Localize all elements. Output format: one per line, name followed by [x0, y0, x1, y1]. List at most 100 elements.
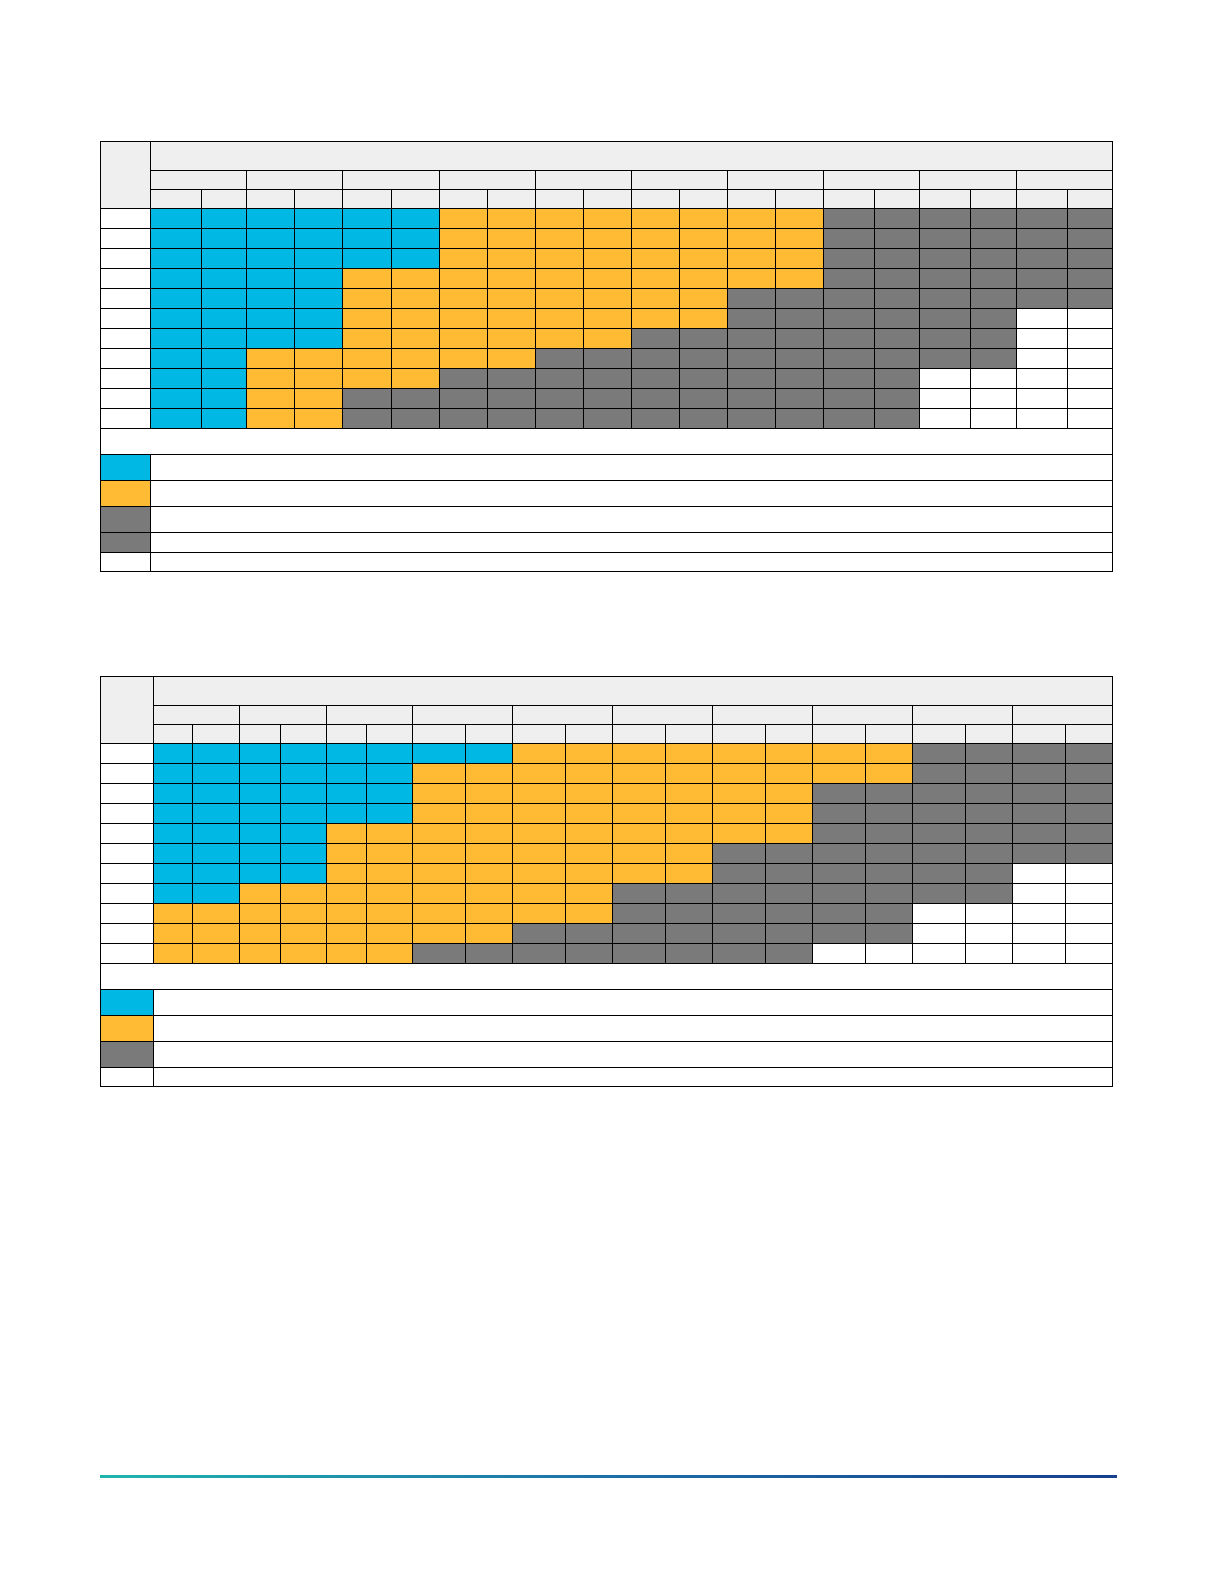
column-subheader-cell — [201, 189, 248, 209]
color-cell — [326, 743, 367, 764]
color-cell — [342, 388, 392, 409]
color-cell — [438, 408, 488, 429]
color-cell — [912, 763, 966, 784]
color-cell — [775, 228, 825, 249]
color-cell — [665, 743, 713, 764]
color-cell — [865, 863, 913, 884]
color-cell — [486, 208, 536, 229]
row-label-cell — [99, 388, 152, 409]
color-cell — [342, 208, 392, 229]
color-cell — [534, 288, 584, 309]
color-cell — [366, 743, 413, 764]
color-cell — [678, 208, 729, 229]
color-cell — [412, 883, 466, 904]
color-cell — [919, 388, 972, 409]
column-group-header-cell — [630, 170, 729, 190]
color-cell — [239, 903, 281, 924]
color-cell — [865, 783, 913, 804]
legend-swatch — [99, 506, 152, 533]
color-cell — [192, 943, 240, 964]
legend-text-cell — [152, 1041, 1114, 1068]
column-group-header-cell — [612, 705, 713, 725]
column-group-header-cell — [812, 705, 913, 725]
color-cell — [326, 863, 367, 884]
color-cell — [965, 823, 1013, 844]
column-subheader-cell — [246, 189, 296, 209]
color-cell — [582, 308, 632, 329]
color-cell — [534, 348, 584, 369]
color-cell — [465, 883, 513, 904]
color-cell — [153, 803, 193, 824]
row-label-cell — [100, 883, 154, 904]
color-cell — [865, 883, 913, 904]
column-subheader-cell — [565, 724, 613, 744]
color-cell — [1066, 228, 1114, 249]
legend-title-cell — [100, 428, 1113, 455]
color-cell — [765, 803, 813, 824]
color-cell — [438, 328, 488, 349]
color-cell — [390, 228, 440, 249]
color-cell — [727, 388, 777, 409]
color-cell — [912, 743, 966, 764]
color-cell — [246, 208, 296, 229]
color-cell — [465, 743, 513, 764]
color-cell — [1012, 883, 1066, 904]
color-cell — [965, 783, 1013, 804]
color-cell — [366, 863, 413, 884]
color-cell — [775, 248, 825, 269]
column-subheader-cell — [912, 724, 966, 744]
column-subheader-cell — [512, 724, 566, 744]
color-cell — [512, 863, 566, 884]
color-cell — [201, 408, 248, 429]
column-subheader-cell — [678, 189, 729, 209]
row-label-cell — [100, 903, 154, 924]
color-cell — [775, 348, 825, 369]
column-subheader-cell — [665, 724, 713, 744]
color-cell — [912, 803, 966, 824]
color-cell — [919, 408, 972, 429]
table-row — [99, 268, 1114, 289]
color-cell — [192, 923, 240, 944]
color-cell — [465, 803, 513, 824]
color-cell — [280, 863, 327, 884]
color-cell — [612, 903, 666, 924]
column-subheader-cell — [1012, 724, 1066, 744]
color-cell — [912, 903, 966, 924]
color-cell — [366, 843, 413, 864]
color-cell — [153, 863, 193, 884]
color-cell — [280, 743, 327, 764]
color-cell — [465, 943, 513, 964]
row-label-cell — [99, 348, 152, 369]
column-group-header-cell — [534, 170, 632, 190]
color-cell — [512, 823, 566, 844]
color-cell — [1066, 268, 1114, 289]
row-label-cell — [99, 308, 152, 329]
color-cell — [812, 903, 866, 924]
color-cell — [865, 823, 913, 844]
color-cell — [1012, 943, 1066, 964]
color-cell — [970, 308, 1017, 329]
row-label-cell — [100, 843, 154, 864]
color-cell — [565, 823, 613, 844]
color-cell — [534, 308, 584, 329]
color-cell — [712, 903, 766, 924]
color-cell — [727, 408, 777, 429]
color-cell — [1064, 763, 1114, 784]
color-cell — [727, 348, 777, 369]
color-cell — [239, 843, 281, 864]
color-cell — [438, 268, 488, 289]
color-cell — [630, 228, 680, 249]
legend-text-cell — [152, 1067, 1114, 1087]
color-cell — [1015, 308, 1068, 329]
color-cell — [150, 348, 203, 369]
color-cell — [965, 943, 1013, 964]
color-cell — [1064, 783, 1114, 804]
color-cell — [727, 288, 777, 309]
color-cell — [192, 743, 240, 764]
color-cell — [765, 903, 813, 924]
color-cell — [912, 943, 966, 964]
color-cell — [239, 883, 281, 904]
legend-swatch — [100, 1015, 154, 1042]
color-cell — [712, 943, 766, 964]
color-cell — [665, 843, 713, 864]
